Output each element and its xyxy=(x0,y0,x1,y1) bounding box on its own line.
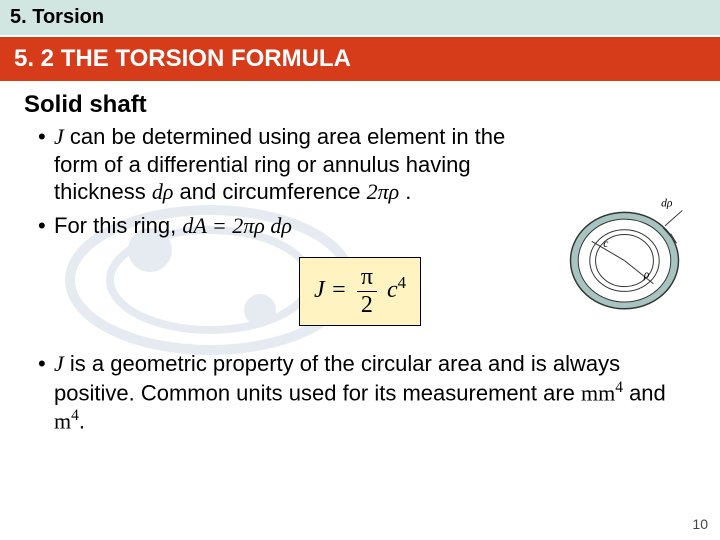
bullet-list-2: J is a geometric property of the circula… xyxy=(24,350,696,435)
f-left: J = xyxy=(314,277,347,303)
chapter-header: 5. Torsion xyxy=(0,0,720,35)
formula-box: J = π 2 c4 xyxy=(299,257,421,326)
svg-text:ρ: ρ xyxy=(643,268,650,281)
section-label: 5. 2 THE TORSION FORMULA xyxy=(14,45,351,72)
f-sup4: 4 xyxy=(398,273,406,292)
b1-end: . xyxy=(399,179,411,204)
ring-diagram: c ρ dρ xyxy=(557,195,692,320)
f-frac: π 2 xyxy=(357,264,377,319)
chapter-label: 5. Torsion xyxy=(10,6,104,28)
b3-pre: is a geometric property of the circular … xyxy=(54,351,620,405)
sym-drho: dρ xyxy=(152,179,174,204)
section-header: 5. 2 THE TORSION FORMULA xyxy=(0,37,720,81)
mm-sup: 4 xyxy=(615,379,623,396)
m-sup: 4 xyxy=(71,407,79,424)
svg-text:dρ: dρ xyxy=(661,197,673,210)
b1-mid: and circumference xyxy=(173,179,366,204)
sym-J: J xyxy=(54,124,64,149)
sym-J2: J xyxy=(54,351,64,376)
b3-end: . xyxy=(79,409,85,434)
bullet-3: J is a geometric property of the circula… xyxy=(38,350,696,435)
f-den: 2 xyxy=(357,292,377,319)
svg-text:c: c xyxy=(603,237,608,250)
sym-2pirho: 2πρ xyxy=(367,179,400,204)
sym-mm: mm xyxy=(581,380,615,405)
subtitle: Solid shaft xyxy=(24,91,696,119)
sym-m: m xyxy=(54,409,71,434)
b3-mid: and xyxy=(623,380,666,405)
sym-dA: dA = 2πρ dρ xyxy=(182,213,292,238)
f-num: π xyxy=(357,264,377,292)
b2-pre: For this ring, xyxy=(54,213,182,238)
page-number: 10 xyxy=(692,516,708,532)
bullet-1: J can be determined using area element i… xyxy=(38,123,696,206)
f-c: c xyxy=(387,277,398,303)
